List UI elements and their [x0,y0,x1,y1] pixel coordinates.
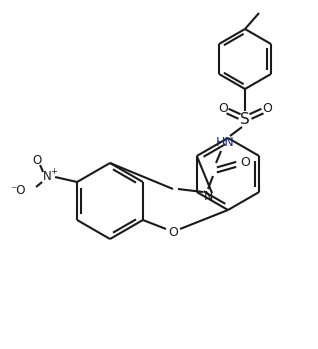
Text: O: O [262,103,272,116]
Text: ⁻O: ⁻O [10,185,26,198]
Text: +: + [51,166,58,176]
Text: O: O [168,227,178,239]
Text: HN: HN [216,136,234,149]
Text: O: O [32,155,42,168]
Text: N: N [43,171,52,184]
Text: O: O [240,156,250,170]
Text: O: O [218,103,228,116]
Text: N: N [203,191,213,203]
Text: S: S [240,111,250,126]
